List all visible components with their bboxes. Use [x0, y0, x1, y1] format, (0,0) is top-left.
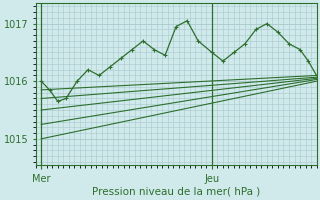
- X-axis label: Pression niveau de la mer( hPa ): Pression niveau de la mer( hPa ): [92, 187, 260, 197]
